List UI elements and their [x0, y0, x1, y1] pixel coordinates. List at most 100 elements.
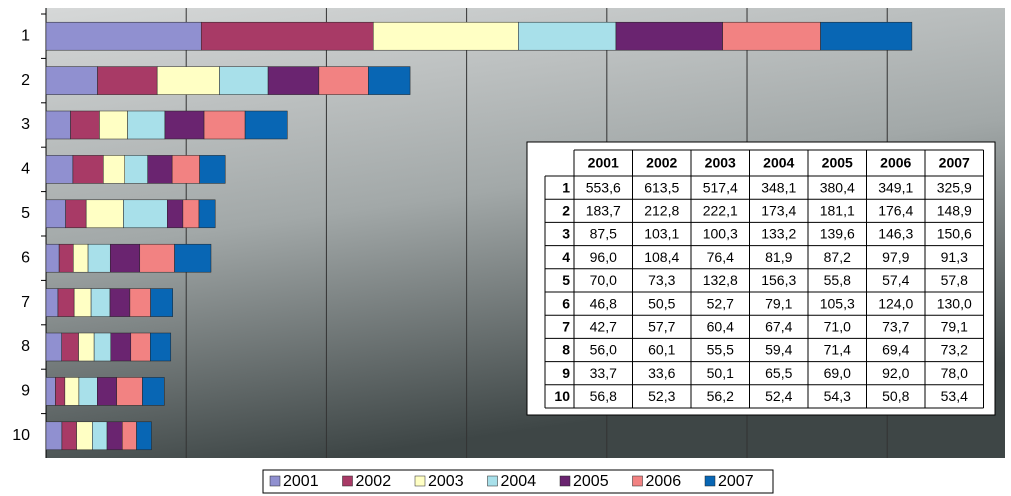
table-cell: 59,4 — [765, 342, 792, 358]
table-row-label: 7 — [562, 319, 570, 335]
bar-segment — [198, 199, 216, 229]
table-cell: 148,9 — [937, 203, 972, 219]
bar-segment — [373, 21, 519, 51]
table-cell: 71,0 — [824, 319, 851, 335]
table-header: 2001 — [588, 155, 619, 171]
bar-segment — [820, 21, 913, 51]
bar-segment — [45, 66, 98, 95]
data-table — [526, 141, 996, 416]
bar-segment — [57, 288, 75, 317]
table-header: 2007 — [939, 155, 970, 171]
table-cell: 60,1 — [648, 342, 675, 358]
table-cell: 133,2 — [761, 226, 796, 242]
legend-swatch — [487, 475, 498, 487]
bar-segment — [171, 155, 200, 184]
legend — [262, 469, 774, 494]
y-tick-label: 7 — [21, 294, 30, 311]
table-row-label: 6 — [562, 295, 570, 311]
table-cell: 105,3 — [820, 295, 855, 311]
bar-segment — [87, 243, 111, 273]
bar-segment — [318, 66, 369, 95]
table-cell: 325,9 — [937, 179, 972, 195]
bar-segment — [203, 110, 246, 140]
y-tick-label: 6 — [21, 249, 30, 266]
table-cell: 76,4 — [707, 249, 734, 265]
table-cell: 57,7 — [648, 319, 675, 335]
legend-label: 2002 — [356, 473, 392, 490]
bar-segment — [45, 377, 56, 406]
bar-segment — [76, 421, 93, 451]
table-cell: 69,0 — [824, 365, 851, 381]
bar-segment — [174, 243, 212, 273]
table-row-label: 1 — [562, 179, 570, 195]
legend-swatch — [269, 475, 281, 487]
legend-label: 2007 — [718, 473, 754, 490]
bar-segment — [199, 155, 226, 184]
bar-segment — [97, 66, 158, 95]
table-cell: 67,4 — [765, 319, 792, 335]
bar-segment — [116, 377, 143, 406]
legend-label: 2006 — [646, 473, 682, 490]
bar-segment — [164, 110, 205, 140]
bar-segment — [124, 155, 148, 184]
table-cell: 183,7 — [586, 203, 621, 219]
bar-segment — [78, 377, 98, 406]
table-row-label: 10 — [554, 388, 570, 404]
table-cell: 222,1 — [703, 203, 738, 219]
bar-segment — [45, 110, 71, 140]
table-cell: 53,4 — [941, 388, 968, 404]
bar-segment — [150, 332, 172, 362]
table-cell: 517,4 — [703, 179, 738, 195]
bar-segment — [72, 155, 104, 184]
bar-segment — [61, 421, 77, 451]
y-tick-label: 10 — [12, 427, 30, 444]
table-row-label: 3 — [562, 226, 570, 242]
bar-segment — [106, 421, 123, 451]
bar-segment — [110, 332, 132, 362]
bar-segment — [123, 199, 168, 229]
y-tick-label: 5 — [21, 205, 30, 222]
legend-swatch — [559, 475, 571, 487]
table-cell: 108,4 — [644, 249, 679, 265]
table-cell: 130,0 — [937, 295, 972, 311]
bar-segment — [97, 377, 117, 406]
table-cell: 348,1 — [761, 179, 796, 195]
table-cell: 52,4 — [765, 388, 792, 404]
table-cell: 69,4 — [882, 342, 909, 358]
table-cell: 553,6 — [586, 179, 621, 195]
table-cell: 50,5 — [648, 295, 675, 311]
table-cell: 87,2 — [824, 249, 851, 265]
bar-segment — [55, 377, 66, 406]
table-cell: 91,3 — [941, 249, 968, 265]
bar-segment — [147, 155, 173, 184]
bar-segment — [90, 288, 111, 317]
table-cell: 73,7 — [882, 319, 909, 335]
table-cell: 173,4 — [761, 203, 796, 219]
table-cell: 55,8 — [824, 272, 851, 288]
table-cell: 46,8 — [590, 295, 617, 311]
table-cell: 55,5 — [707, 342, 734, 358]
table-cell: 150,6 — [937, 226, 972, 242]
table-cell: 79,1 — [941, 319, 968, 335]
table-cell: 79,1 — [765, 295, 792, 311]
table-cell: 73,3 — [648, 272, 675, 288]
table-cell: 97,9 — [882, 249, 909, 265]
y-tick-label: 1 — [21, 27, 30, 44]
table-header: 2004 — [763, 155, 794, 171]
table-cell: 139,6 — [820, 226, 855, 242]
table-cell: 50,8 — [882, 388, 909, 404]
bar-segment — [142, 377, 165, 406]
bar-segment — [85, 199, 124, 229]
table-cell: 56,0 — [590, 342, 617, 358]
table-cell: 146,3 — [878, 226, 913, 242]
y-tick-label: 8 — [21, 338, 30, 355]
bar-segment — [45, 243, 60, 273]
bar-segment — [139, 243, 175, 273]
bar-segment — [64, 377, 80, 406]
table-header: 2002 — [646, 155, 677, 171]
bar-segment — [122, 421, 137, 451]
table-cell: 52,3 — [648, 388, 675, 404]
bar-segment — [109, 243, 141, 273]
table-row-label: 5 — [562, 272, 570, 288]
